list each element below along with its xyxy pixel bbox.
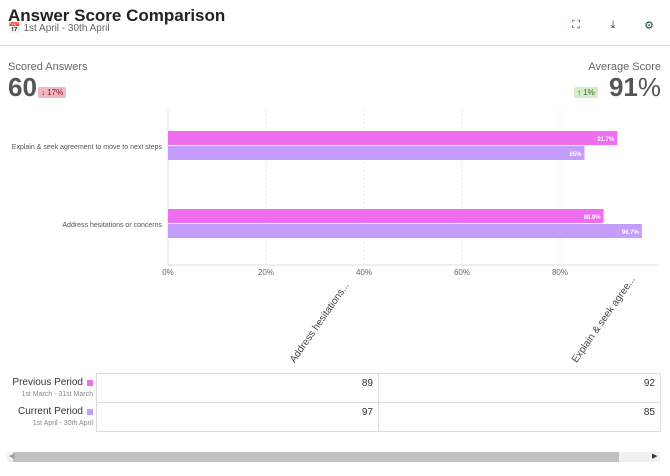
table-cell: 89 — [96, 373, 379, 403]
row-label-previous: Previous Period 1st March - 31st March — [12, 377, 93, 398]
x-tick-label: 80% — [552, 268, 568, 277]
x-tick-label: 60% — [454, 268, 470, 277]
row-name: Current Period — [17, 406, 83, 417]
data-label: 85% — [569, 152, 582, 158]
data-label: 96.7% — [622, 230, 640, 236]
row-label-current: Current Period 1st April - 30th April — [18, 406, 93, 427]
scored-answers-change: 17% — [47, 88, 64, 97]
legend-swatch — [87, 379, 93, 386]
category-label: Explain & seek agreement to move to next… — [12, 144, 163, 151]
average-score-label: Average Score — [588, 61, 661, 73]
bar — [168, 131, 618, 145]
average-score-change-badge: ↑ 1% — [574, 87, 598, 98]
category-label: Address hesitations or concerns — [62, 222, 162, 229]
row-name: Previous Period — [12, 377, 83, 388]
bar — [168, 224, 642, 238]
average-score-change: 1% — [583, 88, 595, 97]
bar — [168, 209, 604, 223]
page-title: Answer Score Comparison — [8, 6, 226, 25]
average-score-unit: % — [637, 72, 661, 102]
scored-answers-value: 60 — [8, 72, 37, 102]
scroll-left-icon[interactable]: ◀ — [9, 453, 15, 460]
row-dates: 1st April - 30th April — [32, 420, 93, 427]
data-label: 88.9% — [584, 215, 602, 221]
table-cell: 97 — [96, 402, 379, 432]
gear-icon[interactable]: ⚙ — [644, 19, 654, 32]
table-cell: 92 — [378, 373, 661, 403]
average-score-value: 91% — [609, 72, 661, 103]
average-score-number: 91 — [608, 72, 638, 102]
bar — [168, 146, 585, 160]
table-column-header: Address hesitations... — [287, 280, 352, 365]
data-table: 89 92 97 85 — [96, 373, 661, 432]
table-row: 97 85 — [96, 402, 661, 432]
scrollbar-thumb[interactable] — [13, 452, 619, 462]
table-row: 89 92 — [96, 373, 661, 403]
scroll-right-icon[interactable]: ▶ — [652, 453, 658, 460]
download-icon[interactable]: ⤓ — [610, 18, 616, 31]
row-dates: 1st March - 31st March — [21, 391, 93, 398]
data-label: 91.7% — [597, 137, 615, 143]
scored-answers-label: Scored Answers — [8, 61, 88, 73]
date-range-text: 1st April - 30th April — [23, 23, 110, 34]
header-divider — [0, 45, 670, 46]
scored-answers-change-badge: ↓ 17% — [38, 87, 67, 98]
calendar-icon: 📅 — [8, 23, 21, 34]
x-tick-label: 20% — [258, 268, 274, 277]
x-tick-label: 0% — [162, 268, 174, 277]
legend-swatch — [87, 408, 93, 415]
date-range: 📅 1st April - 30th April — [8, 23, 110, 34]
table-cell: 85 — [378, 402, 661, 432]
fullscreen-icon[interactable]: ⛶ — [572, 18, 580, 31]
x-tick-label: 40% — [356, 268, 372, 277]
bar-chart: 0% 20% 40% 60% 80% Explain & seek agreement t… — [12, 110, 658, 277]
